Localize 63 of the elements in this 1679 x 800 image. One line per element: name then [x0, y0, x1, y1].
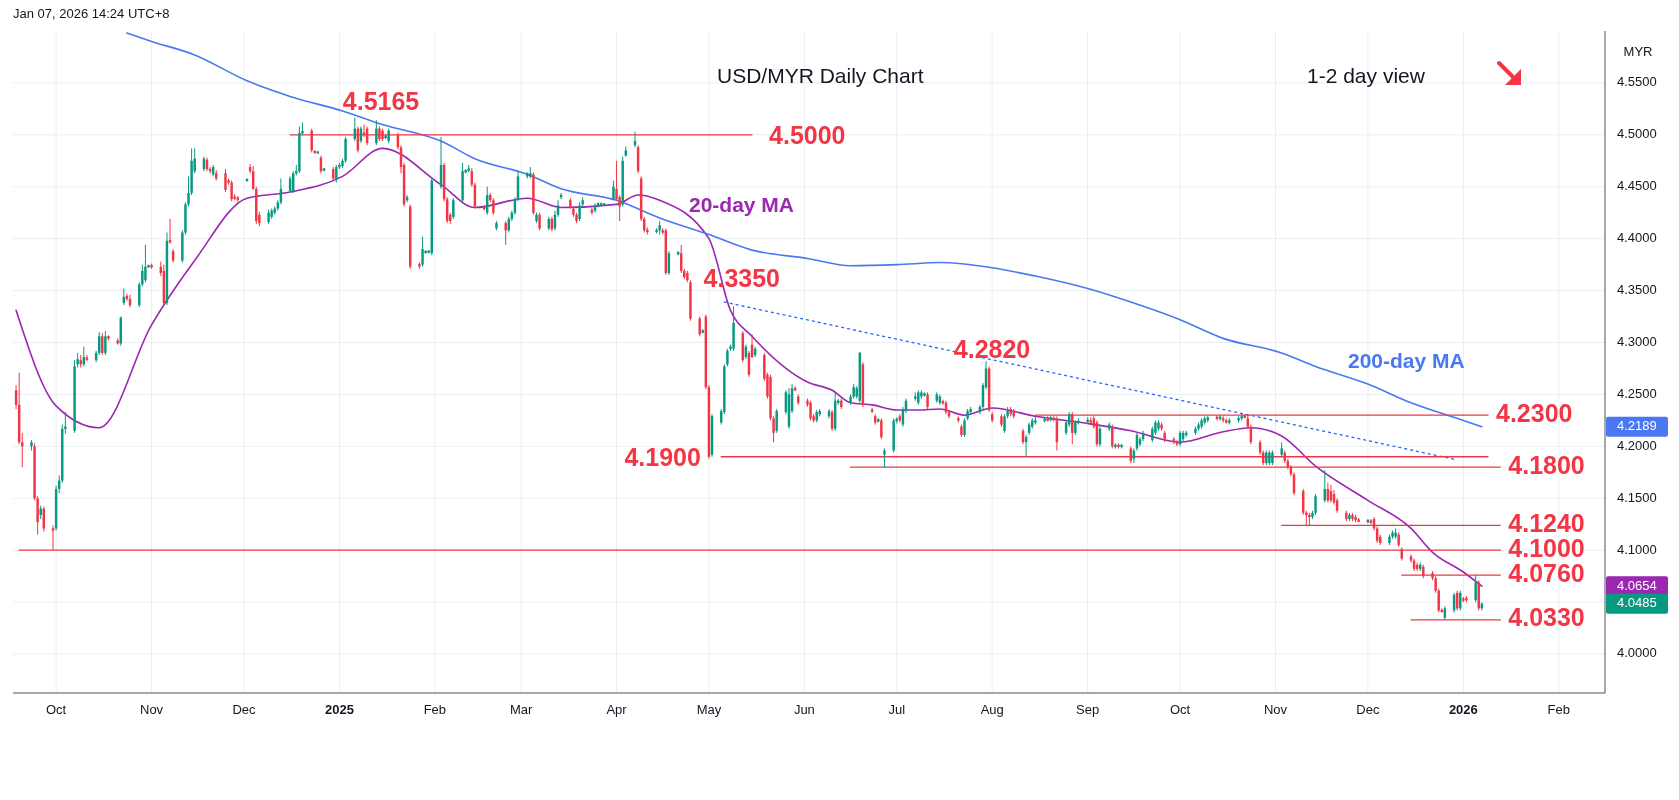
- x-tick-label: Oct: [1169, 702, 1191, 717]
- candlestick: [963, 417, 966, 438]
- annotation: 1-2 day view: [1307, 64, 1426, 87]
- x-tick-label: Feb: [423, 702, 447, 717]
- candlestick: [421, 236, 424, 268]
- x-tick-label: Mar: [509, 702, 533, 717]
- line-series: [15, 147, 1483, 587]
- y-tick-label: 4.4000: [1617, 230, 1657, 246]
- candlestick: [880, 417, 883, 440]
- y-tick-label: 4.1500: [1617, 489, 1657, 505]
- series-label: 200-day MA: [1348, 349, 1465, 372]
- x-tick-label: Nov: [140, 702, 164, 717]
- annotation: 4.0330: [1508, 603, 1585, 632]
- annotation: 4.2820: [953, 335, 1031, 364]
- candlestick: [230, 180, 233, 202]
- candlestick: [883, 447, 886, 468]
- y-tick-label: 4.4500: [1617, 178, 1657, 194]
- candlestick: [85, 354, 89, 362]
- x-tick-label: Nov: [1263, 702, 1288, 717]
- x-tick-label: Oct: [45, 702, 67, 717]
- text: Jan 07, 2026 14:24 UTC+8: [13, 6, 170, 21]
- text: 4.0654: [1617, 577, 1657, 593]
- x-tick-label: Apr: [606, 702, 628, 717]
- y-tick-label: 4.2000: [1617, 437, 1657, 453]
- annotation: 4.1800: [1508, 450, 1585, 479]
- candlestick: [224, 168, 227, 193]
- x-tick-label: Aug: [980, 702, 1004, 717]
- x-tick-label: Jul: [888, 702, 906, 717]
- line-series: [126, 32, 1483, 428]
- x-tick-label: Dec: [232, 702, 256, 717]
- candlestick: [344, 136, 347, 164]
- x-tick-label: Feb: [1547, 702, 1571, 717]
- y-tick-label: 4.1000: [1617, 541, 1657, 557]
- text: MYR: [1623, 44, 1653, 59]
- candlestick: [1474, 574, 1477, 603]
- annotation: 4.1900: [624, 442, 701, 471]
- y-tick-label: 4.5500: [1617, 74, 1657, 90]
- candlestick: [612, 180, 615, 201]
- x-tick-label: 2026: [1448, 702, 1478, 717]
- y-tick-label: 4.2500: [1617, 385, 1657, 401]
- x-tick-label: Jun: [793, 702, 815, 717]
- y-tick-label: 4.3500: [1617, 282, 1657, 298]
- candlestick: [452, 197, 455, 220]
- y-tick-label: 4.0000: [1617, 645, 1657, 661]
- x-tick-label: 2025: [324, 702, 354, 717]
- text: 4.2189: [1617, 418, 1657, 434]
- x-tick-label: Dec: [1356, 702, 1380, 717]
- y-tick-label: 4.5000: [1617, 126, 1657, 142]
- candlestick: [809, 400, 812, 421]
- series-label: 20-day MA: [689, 193, 795, 216]
- x-tick-label: Sep: [1076, 702, 1100, 717]
- y-tick-label: 4.3000: [1617, 333, 1657, 349]
- annotation: 4.5165: [342, 86, 420, 115]
- annotation: 4.2300: [1495, 398, 1573, 427]
- candlestick: [101, 332, 104, 356]
- candlestick: [1314, 493, 1317, 516]
- text: USD/MYR Daily Chart: [717, 64, 924, 87]
- x-tick-label: May: [696, 702, 722, 717]
- annotation: 4.5000: [769, 120, 846, 149]
- candlestick: [698, 316, 701, 337]
- text: 4.0485: [1617, 595, 1657, 611]
- candlestick: [775, 408, 778, 434]
- candlestick: [504, 220, 507, 246]
